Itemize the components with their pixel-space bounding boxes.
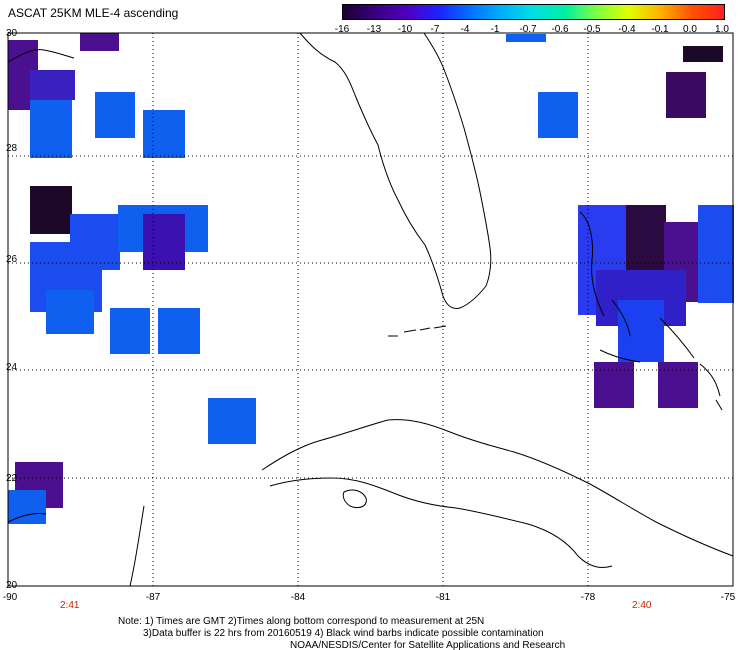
colorbar-label: -0.1 [651, 24, 669, 35]
wind-cell [158, 308, 200, 354]
pass-time-left: 2:41 [60, 600, 80, 611]
colorbar-label: -13 [366, 24, 382, 35]
wind-cell [698, 205, 734, 303]
lat-label: 22 [6, 473, 18, 484]
pass-time-right: 2:40 [632, 600, 652, 611]
wind-cell [618, 300, 664, 362]
yucatan-coast [7, 513, 47, 523]
lon-label: -90 [2, 592, 18, 603]
colorbar-label: -16 [334, 24, 350, 35]
isle-of-youth [342, 489, 367, 509]
note-line-3: NOAA/NESDIS/Center for Satellite Applica… [290, 640, 566, 650]
lon-label: -78 [580, 592, 596, 603]
colorbar-label: -10 [397, 24, 413, 35]
cuba-coast [261, 419, 734, 569]
wind-cell [30, 100, 72, 158]
wind-cell [110, 308, 150, 354]
colorbar-label: -0.7 [519, 24, 537, 35]
wind-cell [658, 362, 698, 408]
keys [388, 325, 447, 337]
colorbar-label: -4 [460, 24, 470, 35]
wind-cell [594, 362, 634, 408]
wind-cell [506, 34, 546, 42]
colorbar-labels: -16 -13 -10 -7 -4 -1 -0.7 -0.6 -0.5 -0.4… [330, 24, 740, 38]
wind-cell [538, 92, 578, 138]
wind-cell [8, 490, 46, 524]
lon-label: -84 [290, 592, 306, 603]
wind-cell [626, 205, 666, 270]
bahamas-coast [579, 211, 723, 411]
colorbar-label: 1.0 [715, 24, 729, 35]
colorbar-label: -1 [490, 24, 500, 35]
wind-cell [30, 70, 75, 100]
colorbar-label: -0.4 [618, 24, 636, 35]
note-line-2: 3)Data buffer is 22 hrs from 20160519 4)… [143, 628, 544, 639]
wind-cell [30, 186, 72, 234]
lon-label: -81 [435, 592, 451, 603]
lat-label: 20 [6, 580, 18, 591]
coastlines [7, 32, 734, 587]
graticule [7, 32, 734, 587]
colorbar-label: -0.5 [583, 24, 601, 35]
lon-label: -75 [720, 592, 736, 603]
lat-label: 24 [6, 362, 18, 373]
lat-label: 30 [6, 28, 18, 39]
colorbar-label: -7 [430, 24, 440, 35]
note-line-1: Note: 1) Times are GMT 2)Times along bot… [118, 616, 485, 627]
wind-cell [143, 110, 185, 158]
wind-cell [95, 92, 135, 138]
wind-cells [8, 33, 734, 524]
colorbar-label: -0.6 [551, 24, 569, 35]
wind-cell [208, 398, 256, 444]
wind-cell [80, 33, 119, 51]
gulf-coast [7, 49, 145, 587]
lat-label: 28 [6, 143, 18, 154]
wind-cell [143, 214, 185, 270]
florida-coast [299, 32, 492, 309]
wind-cell [666, 72, 706, 118]
colorbar [342, 4, 725, 20]
colorbar-label: 0.0 [683, 24, 697, 35]
wind-cell [683, 46, 723, 62]
lon-label: -87 [145, 592, 161, 603]
colorbar-gradient [343, 5, 724, 19]
map-title: ASCAT 25KM MLE-4 ascending [8, 6, 179, 20]
wind-cell [46, 290, 94, 334]
lat-label: 26 [6, 254, 18, 265]
